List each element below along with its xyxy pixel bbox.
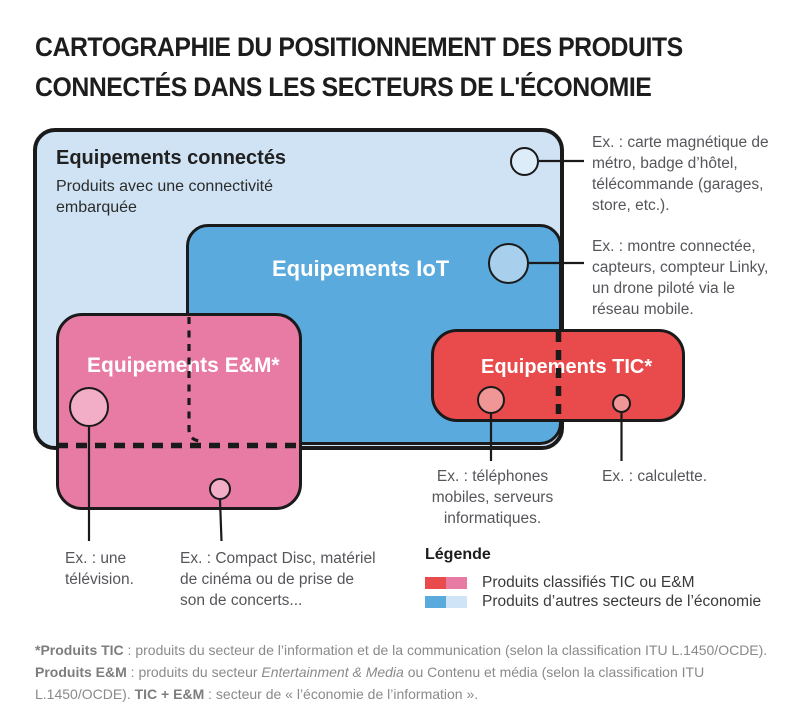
connected-equipment-title: Equipements connectés [56,147,287,169]
footnote-segment: *Produits TIC [35,642,124,658]
legend-swatch-blue [425,596,446,608]
legend-swatch-light-blue [446,596,467,608]
legend-label: Produits classifiés TIC ou E&M [482,574,695,591]
footnote-segment: Entertainment & Media [261,664,404,680]
em-label: Equipements E&M* [87,354,280,377]
footnote-segment: Produits E&M [35,664,127,680]
card-example-circle [510,147,539,176]
annotation-phone: Ex. : téléphones mobiles, serveurs infor… [431,468,554,527]
footnote-segment: : secteur de « l’économie de l’informati… [204,686,479,702]
tv-example-circle [69,387,109,427]
cd-example-circle [209,478,231,500]
annotation-tv: Ex. : une télévision. [65,550,134,588]
footnote-segment: : produits du secteur [126,664,262,680]
tic-label: Equipements TIC* [481,356,653,378]
footnote-segment: ou Contenu et média (selon la classifica… [35,664,705,702]
watch-example-circle [488,243,529,284]
legend-swatch-pink [446,577,467,589]
iot-label: Equipements IoT [272,256,450,281]
footnote: *Produits TIC : produits du secteur de l… [35,639,783,705]
annotation-card: Ex. : carte magnétique de métro, badge d… [592,134,769,214]
annotation-cd: Ex. : Compact Disc, matériel de cinéma o… [180,550,376,609]
footnote-segment: TIC + E&M [134,686,205,702]
phone-example-circle [477,386,505,414]
legend-swatch-red [425,577,446,589]
annotation-calc: Ex. : calculette. [602,468,708,485]
connected-equipment-subtitle: Produits avec une connectivité embarquée [56,178,274,216]
footnote-segment: : produits du secteur de l’information e… [123,642,768,658]
annotation-watch: Ex. : montre connectée, capteurs, compte… [592,238,769,318]
legend-label: Produits d’autres secteurs de l’économie [482,593,762,610]
page-title: CARTOGRAPHIE DU POSITIONNEMENT DES PRODU… [35,32,683,102]
legend-title: Légende [425,546,491,563]
calc-example-circle [612,394,631,413]
